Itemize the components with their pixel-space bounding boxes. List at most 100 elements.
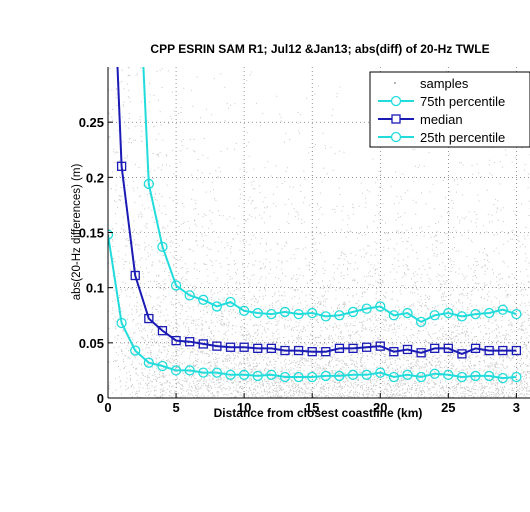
data-point [334, 310, 345, 321]
data-point [280, 345, 290, 356]
data-point [143, 178, 154, 190]
data-point [402, 307, 413, 319]
series-25th-percentile [108, 229, 522, 384]
data-point [375, 301, 386, 312]
y-tick-label: 0 [97, 391, 104, 406]
y-tick-label: 0.2 [86, 170, 104, 185]
data-point [266, 308, 277, 320]
data-point [321, 347, 331, 357]
data-point [293, 371, 304, 383]
data-point [470, 308, 481, 320]
data-point [416, 348, 426, 358]
data-point [198, 367, 209, 378]
data-point [211, 301, 223, 312]
legend-marker [390, 95, 402, 107]
legend-label: 25th percentile [420, 130, 505, 145]
data-point [170, 365, 182, 376]
legend-label: samples [420, 76, 469, 91]
data-point [457, 349, 467, 359]
legend-entry: 25th percentile [378, 130, 505, 145]
data-point [225, 369, 236, 380]
data-point [238, 305, 250, 316]
legend-label: median [420, 112, 463, 127]
data-point [184, 365, 195, 376]
data-point [293, 308, 304, 320]
data-point [430, 343, 440, 354]
data-point [157, 360, 168, 372]
data-point [185, 337, 195, 347]
data-point [497, 304, 508, 315]
data-point [456, 371, 468, 383]
data-point [388, 310, 400, 321]
data-point [170, 280, 182, 291]
legend-entry: median [378, 112, 463, 127]
data-point [212, 341, 222, 351]
data-point [266, 343, 277, 354]
series-75th-percentile [142, 67, 522, 328]
data-point [253, 343, 263, 354]
data-point [470, 343, 481, 354]
data-point [320, 370, 331, 382]
data-point [402, 344, 413, 355]
y-tick-label: 0.25 [79, 115, 104, 130]
data-point [307, 371, 318, 383]
data-point [402, 369, 413, 380]
data-point [130, 270, 140, 281]
x-tick-label: 3 [513, 400, 520, 415]
data-point [388, 371, 400, 383]
data-point [320, 311, 331, 322]
data-point [239, 342, 249, 352]
data-point [347, 306, 359, 318]
data-point [144, 313, 154, 324]
data-point [484, 370, 495, 382]
data-point [211, 367, 223, 378]
data-point [307, 347, 317, 357]
data-point [443, 369, 454, 380]
data-point [266, 369, 277, 380]
data-point [361, 369, 372, 380]
x-tick-label: 5 [172, 400, 179, 415]
data-point [116, 317, 127, 329]
data-point [511, 371, 522, 383]
data-point [348, 343, 358, 354]
data-point [279, 306, 291, 318]
data-point [184, 290, 195, 301]
x-tick-label: 0 [104, 400, 111, 415]
data-point [498, 345, 508, 356]
data-point [484, 307, 495, 319]
data-point [415, 371, 427, 383]
data-point [225, 296, 236, 308]
series-line [108, 234, 517, 380]
legend-marker [394, 82, 396, 84]
x-tick-label: 20 [373, 400, 387, 415]
legend-marker [390, 131, 402, 143]
legend-entry: 75th percentile [378, 94, 505, 109]
data-point [415, 316, 427, 328]
data-point [484, 345, 494, 356]
data-point [334, 370, 345, 382]
data-point [157, 241, 168, 252]
legend-marker [391, 114, 401, 124]
data-point [470, 370, 481, 382]
data-point [293, 345, 304, 356]
data-point [130, 345, 141, 356]
data-point [307, 307, 318, 319]
data-point [252, 370, 263, 382]
data-point [361, 303, 372, 314]
legend-entry: samples [394, 76, 469, 91]
data-point [116, 161, 127, 171]
y-axis-label: abs(20-Hz differences) (m) [71, 164, 83, 301]
y-tick-label: 0.05 [79, 336, 104, 351]
x-axis-label: Distance from closest coastline (km) [214, 406, 423, 420]
data-point [347, 369, 359, 380]
data-point [497, 372, 508, 384]
series-median [116, 67, 522, 359]
data-point [443, 307, 454, 319]
data-point [171, 335, 181, 346]
data-point [252, 307, 263, 319]
data-point [443, 343, 453, 354]
data-point [456, 311, 468, 322]
data-point [334, 343, 345, 354]
data-point [389, 347, 399, 357]
